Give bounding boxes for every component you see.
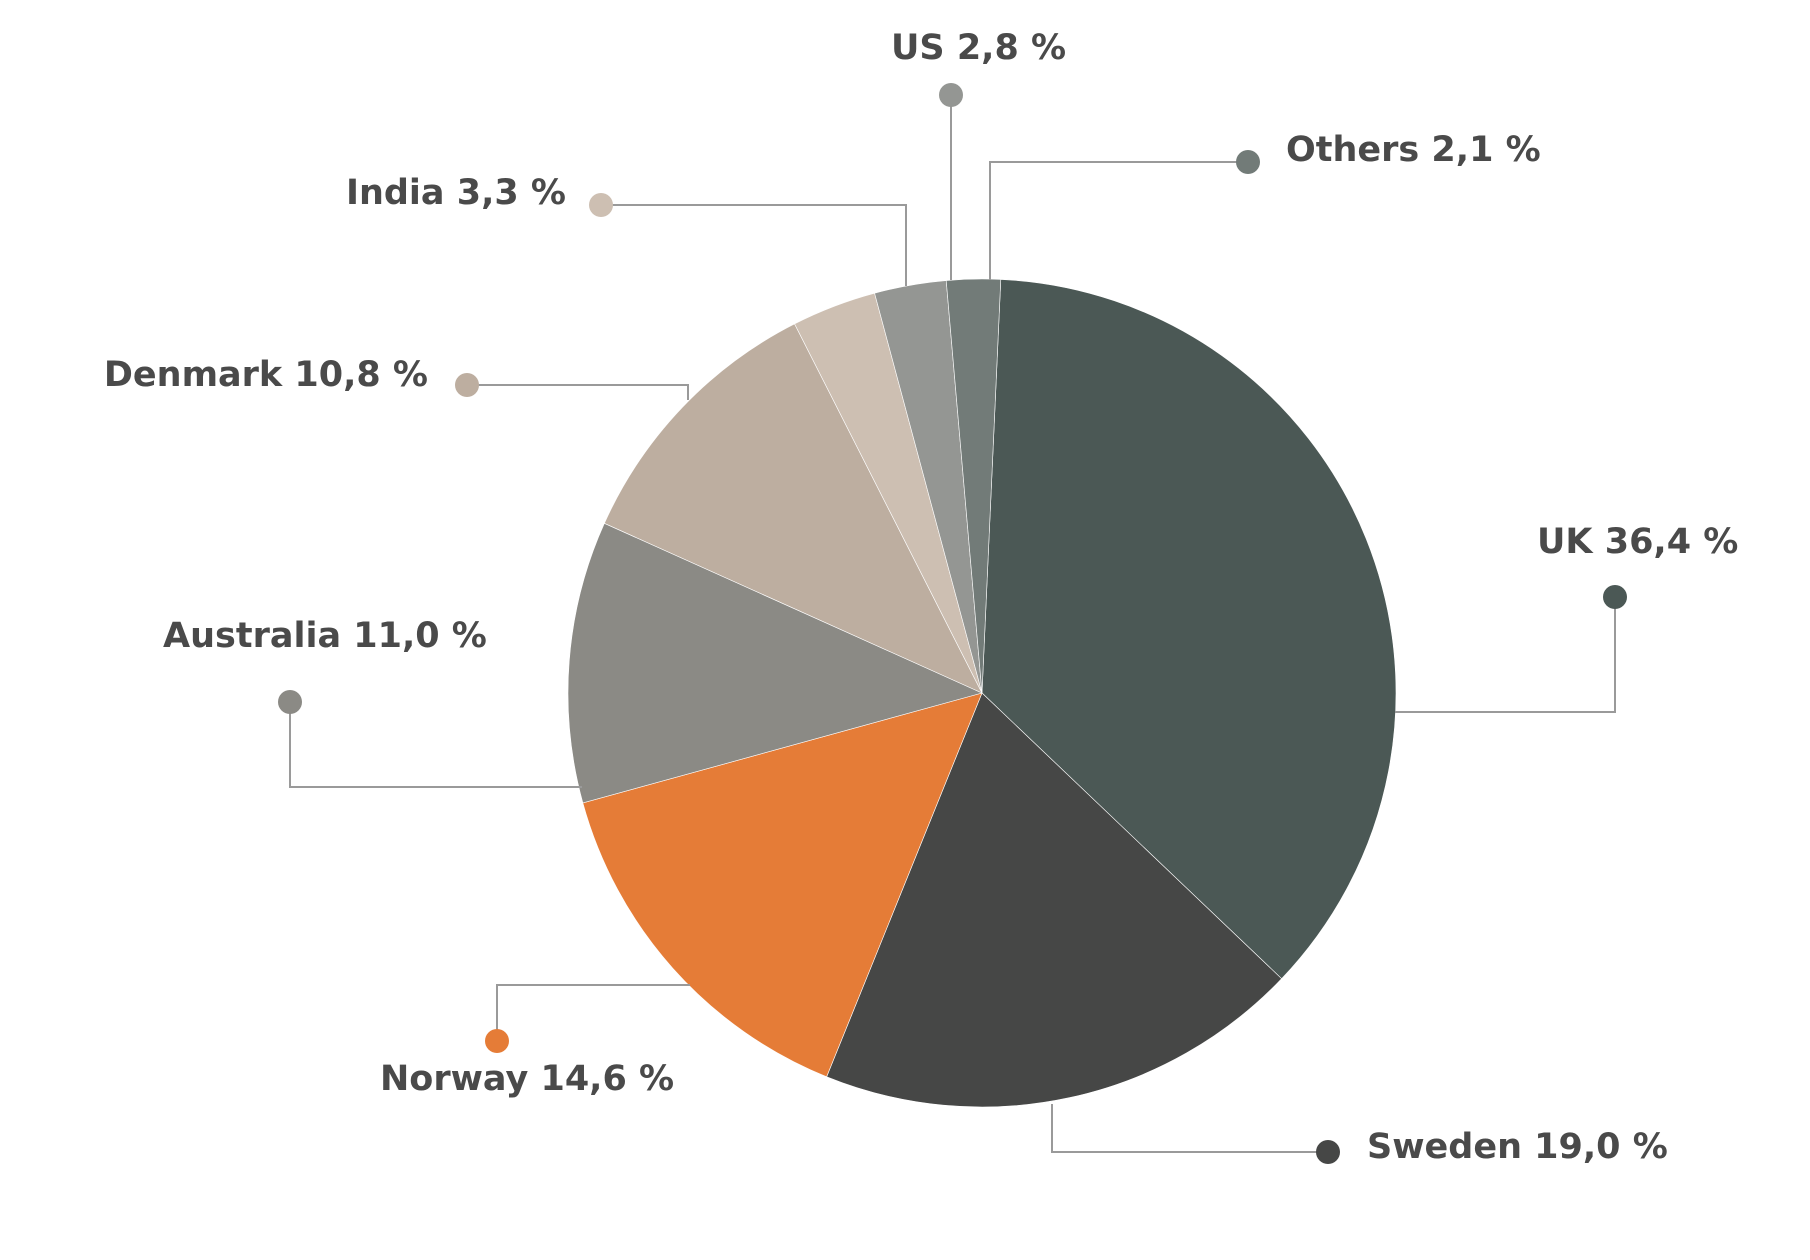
- label-denmark: Denmark 10,8 %: [104, 355, 428, 395]
- label-others: Others 2,1 %: [1286, 130, 1541, 170]
- leader-lines: [278, 83, 1627, 1164]
- label-norway: Norway 14,6 %: [380, 1059, 674, 1099]
- leader-line-india: [601, 204, 907, 286]
- pie-slice-uk: [981, 279, 1397, 980]
- slice-labels: UK 36,4 % Sweden 19,0 % Norway 14,6 % Au…: [104, 28, 1738, 1167]
- pie-slice-australia: [567, 522, 983, 804]
- label-uk: UK 36,4 %: [1537, 522, 1738, 562]
- label-australia: Australia 11,0 %: [163, 616, 487, 656]
- label-india: India 3,3 %: [346, 173, 566, 213]
- leader-dot-others: [1236, 150, 1260, 174]
- pie-slice-others: [945, 278, 1002, 694]
- pie-slice-norway: [582, 692, 983, 1078]
- leader-dot-india: [589, 193, 613, 217]
- leader-line-denmark: [467, 384, 689, 400]
- leader-line-others: [989, 161, 1248, 280]
- leader-dot-us: [939, 83, 963, 107]
- leader-line-australia: [289, 702, 582, 788]
- leader-line-sweden: [1051, 1104, 1328, 1153]
- label-us: US 2,8 %: [891, 28, 1066, 68]
- leader-dot-norway: [485, 1029, 509, 1053]
- leader-line-uk: [1395, 597, 1616, 713]
- leader-dot-australia: [278, 690, 302, 714]
- label-sweden: Sweden 19,0 %: [1367, 1127, 1668, 1167]
- pie-slices: [567, 278, 1397, 1108]
- leader-dot-sweden: [1316, 1140, 1340, 1164]
- pie-slice-denmark: [603, 323, 983, 694]
- leader-line-norway: [496, 984, 690, 1041]
- leader-dot-uk: [1603, 585, 1627, 609]
- leader-dot-denmark: [455, 373, 479, 397]
